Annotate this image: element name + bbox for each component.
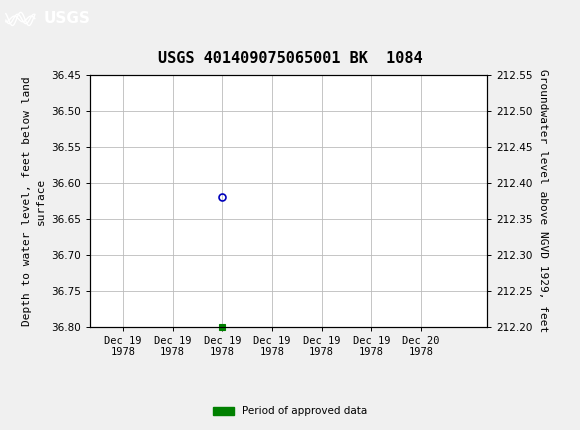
Y-axis label: Groundwater level above NGVD 1929, feet: Groundwater level above NGVD 1929, feet [538, 69, 548, 333]
Text: USGS: USGS [44, 11, 90, 26]
Text: USGS 401409075065001 BK  1084: USGS 401409075065001 BK 1084 [158, 51, 422, 65]
Y-axis label: Depth to water level, feet below land
surface: Depth to water level, feet below land su… [22, 76, 45, 326]
Legend: Period of approved data: Period of approved data [209, 402, 371, 421]
